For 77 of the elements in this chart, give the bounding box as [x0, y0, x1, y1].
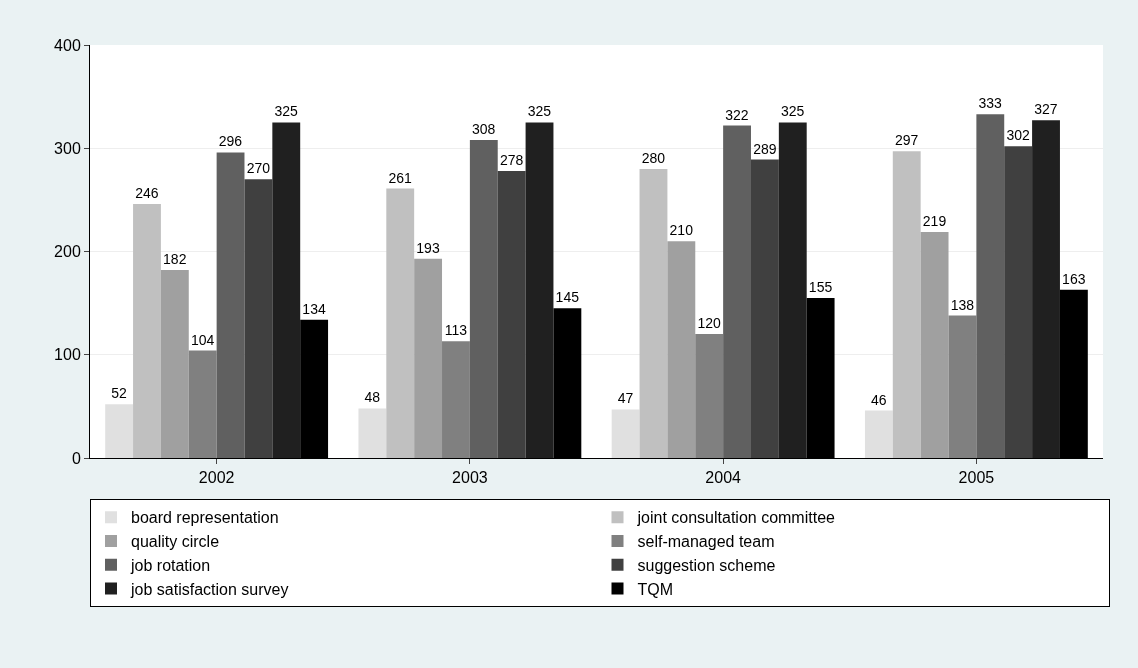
bar: [525, 122, 554, 458]
x-tick-label: 2002: [198, 469, 235, 487]
bar: [469, 139, 498, 458]
y-tick-label: 200: [54, 243, 81, 261]
data-label: 48: [364, 389, 381, 406]
bar: [1004, 146, 1033, 458]
bar: [188, 350, 217, 458]
data-label: 261: [388, 169, 413, 186]
y-tick-label: 400: [54, 36, 81, 54]
bar: [948, 315, 977, 458]
y-tick-label: 0: [71, 449, 81, 467]
bar: [976, 114, 1005, 458]
data-label: 120: [697, 315, 721, 332]
legend-label: suggestion scheme: [637, 557, 776, 575]
data-label: 325: [527, 103, 552, 120]
x-tick-label: 2005: [958, 469, 995, 487]
legend-label: job rotation: [130, 557, 211, 575]
legend-label: quality circle: [131, 533, 220, 551]
data-label: 270: [246, 160, 271, 177]
bar: [442, 341, 470, 458]
data-label: 163: [1062, 270, 1086, 287]
data-label: 278: [499, 151, 524, 168]
legend-label: self-managed team: [637, 533, 775, 551]
y-tick-label: 100: [54, 346, 81, 364]
legend-label: joint consultation committee: [636, 509, 836, 527]
bar: [414, 258, 443, 458]
data-label: 46: [870, 391, 887, 408]
bar: [358, 408, 387, 458]
bar: [723, 125, 751, 458]
bar: [695, 334, 724, 458]
x-tick-label: 2004: [705, 469, 742, 487]
x-tick-label: 2003: [452, 469, 488, 487]
data-label: 138: [950, 296, 975, 313]
bar: [160, 270, 189, 458]
bar: [272, 122, 301, 458]
data-label: 210: [669, 222, 694, 239]
data-label: 327: [1034, 101, 1058, 118]
legend-label: board representation: [131, 509, 279, 527]
data-label: 182: [163, 251, 187, 268]
bar: [216, 152, 245, 458]
data-label: 333: [978, 95, 1003, 112]
bar: [750, 159, 779, 458]
bar: [611, 409, 640, 458]
data-label: 104: [190, 331, 215, 348]
data-label: 193: [416, 239, 440, 256]
data-label: 302: [1006, 127, 1030, 144]
bar: [864, 410, 893, 458]
data-label: 297: [894, 132, 919, 149]
bar: [244, 179, 273, 458]
legend-label: job satisfaction survey: [130, 580, 289, 598]
data-label: 322: [725, 106, 749, 123]
bar: [667, 241, 696, 458]
data-label: 246: [135, 185, 159, 202]
bar: [386, 188, 415, 458]
data-label: 219: [922, 212, 947, 229]
bar: [497, 170, 526, 458]
data-label: 113: [444, 322, 468, 339]
bar: [133, 204, 161, 458]
data-label: 145: [555, 289, 580, 306]
bar: [778, 122, 807, 458]
data-label: 308: [472, 120, 496, 137]
data-label: 134: [302, 300, 326, 317]
data-label: 280: [641, 149, 666, 166]
bar: [639, 168, 668, 458]
bar: [920, 231, 949, 458]
data-label: 325: [780, 103, 805, 120]
y-tick-label: 300: [54, 139, 81, 157]
data-label: 47: [617, 390, 634, 407]
legend-label: TQM: [637, 580, 674, 598]
bar: [105, 404, 134, 458]
bar: [1032, 120, 1060, 458]
data-label: 289: [753, 140, 777, 157]
data-label: 296: [218, 133, 243, 150]
data-label: 155: [808, 278, 833, 295]
bar: [892, 151, 921, 458]
data-label: 325: [274, 103, 299, 120]
data-label: 52: [111, 385, 128, 402]
